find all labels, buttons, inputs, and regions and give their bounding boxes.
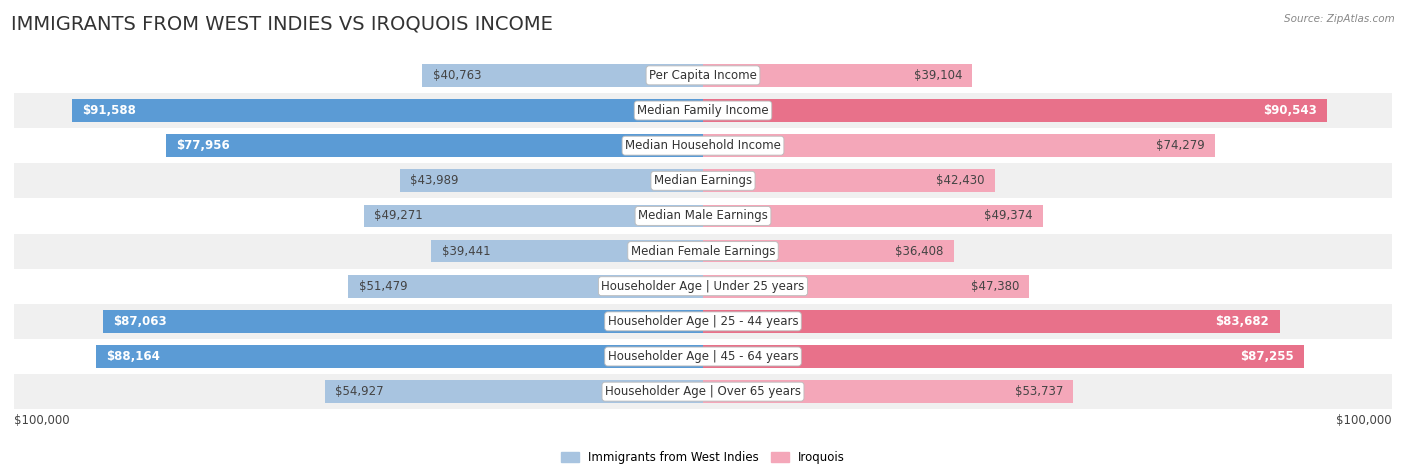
Bar (14, 234, 1392, 269)
Bar (399, 170, 703, 192)
Bar (703, 99, 1327, 122)
Bar (14, 58, 1392, 93)
Text: $54,927: $54,927 (335, 385, 384, 398)
Bar (14, 163, 1392, 198)
Bar (703, 275, 1029, 297)
Bar (703, 170, 995, 192)
Text: Householder Age | Under 25 years: Householder Age | Under 25 years (602, 280, 804, 293)
Bar (703, 64, 973, 87)
Text: $74,279: $74,279 (1156, 139, 1205, 152)
Bar (103, 310, 703, 333)
Text: $88,164: $88,164 (105, 350, 160, 363)
Bar (325, 380, 703, 403)
Text: Median Household Income: Median Household Income (626, 139, 780, 152)
Text: $91,588: $91,588 (83, 104, 136, 117)
Text: $90,543: $90,543 (1263, 104, 1316, 117)
Text: $49,374: $49,374 (984, 209, 1033, 222)
Bar (422, 64, 703, 87)
Text: Householder Age | 45 - 64 years: Householder Age | 45 - 64 years (607, 350, 799, 363)
Legend: Immigrants from West Indies, Iroquois: Immigrants from West Indies, Iroquois (557, 446, 849, 467)
Bar (14, 93, 1392, 128)
Text: Source: ZipAtlas.com: Source: ZipAtlas.com (1284, 14, 1395, 24)
Text: $36,408: $36,408 (896, 245, 943, 258)
Bar (96, 345, 703, 368)
Text: Median Family Income: Median Family Income (637, 104, 769, 117)
Text: $43,989: $43,989 (411, 174, 458, 187)
Bar (703, 205, 1043, 227)
Text: $39,104: $39,104 (914, 69, 962, 82)
Text: Median Earnings: Median Earnings (654, 174, 752, 187)
Text: $83,682: $83,682 (1215, 315, 1270, 328)
Bar (14, 128, 1392, 163)
Text: $49,271: $49,271 (374, 209, 423, 222)
Text: $40,763: $40,763 (433, 69, 481, 82)
Bar (349, 275, 703, 297)
Bar (72, 99, 703, 122)
Bar (14, 304, 1392, 339)
Bar (432, 240, 703, 262)
Bar (703, 380, 1073, 403)
Bar (166, 134, 703, 157)
Text: Per Capita Income: Per Capita Income (650, 69, 756, 82)
Text: IMMIGRANTS FROM WEST INDIES VS IROQUOIS INCOME: IMMIGRANTS FROM WEST INDIES VS IROQUOIS … (11, 14, 553, 33)
Text: $100,000: $100,000 (1336, 415, 1392, 427)
Bar (703, 134, 1215, 157)
Text: Median Female Earnings: Median Female Earnings (631, 245, 775, 258)
Bar (364, 205, 703, 227)
Text: Householder Age | Over 65 years: Householder Age | Over 65 years (605, 385, 801, 398)
Text: $87,063: $87,063 (114, 315, 167, 328)
Text: $53,737: $53,737 (1015, 385, 1063, 398)
Text: $87,255: $87,255 (1240, 350, 1294, 363)
Bar (14, 339, 1392, 374)
Text: $47,380: $47,380 (970, 280, 1019, 293)
Bar (703, 345, 1305, 368)
Text: $51,479: $51,479 (359, 280, 408, 293)
Text: Median Male Earnings: Median Male Earnings (638, 209, 768, 222)
Text: Householder Age | 25 - 44 years: Householder Age | 25 - 44 years (607, 315, 799, 328)
Text: $39,441: $39,441 (441, 245, 491, 258)
Bar (703, 310, 1279, 333)
Text: $42,430: $42,430 (936, 174, 986, 187)
Text: $77,956: $77,956 (176, 139, 231, 152)
Bar (14, 198, 1392, 234)
Bar (703, 240, 953, 262)
Bar (14, 374, 1392, 409)
Text: $100,000: $100,000 (14, 415, 70, 427)
Bar (14, 269, 1392, 304)
